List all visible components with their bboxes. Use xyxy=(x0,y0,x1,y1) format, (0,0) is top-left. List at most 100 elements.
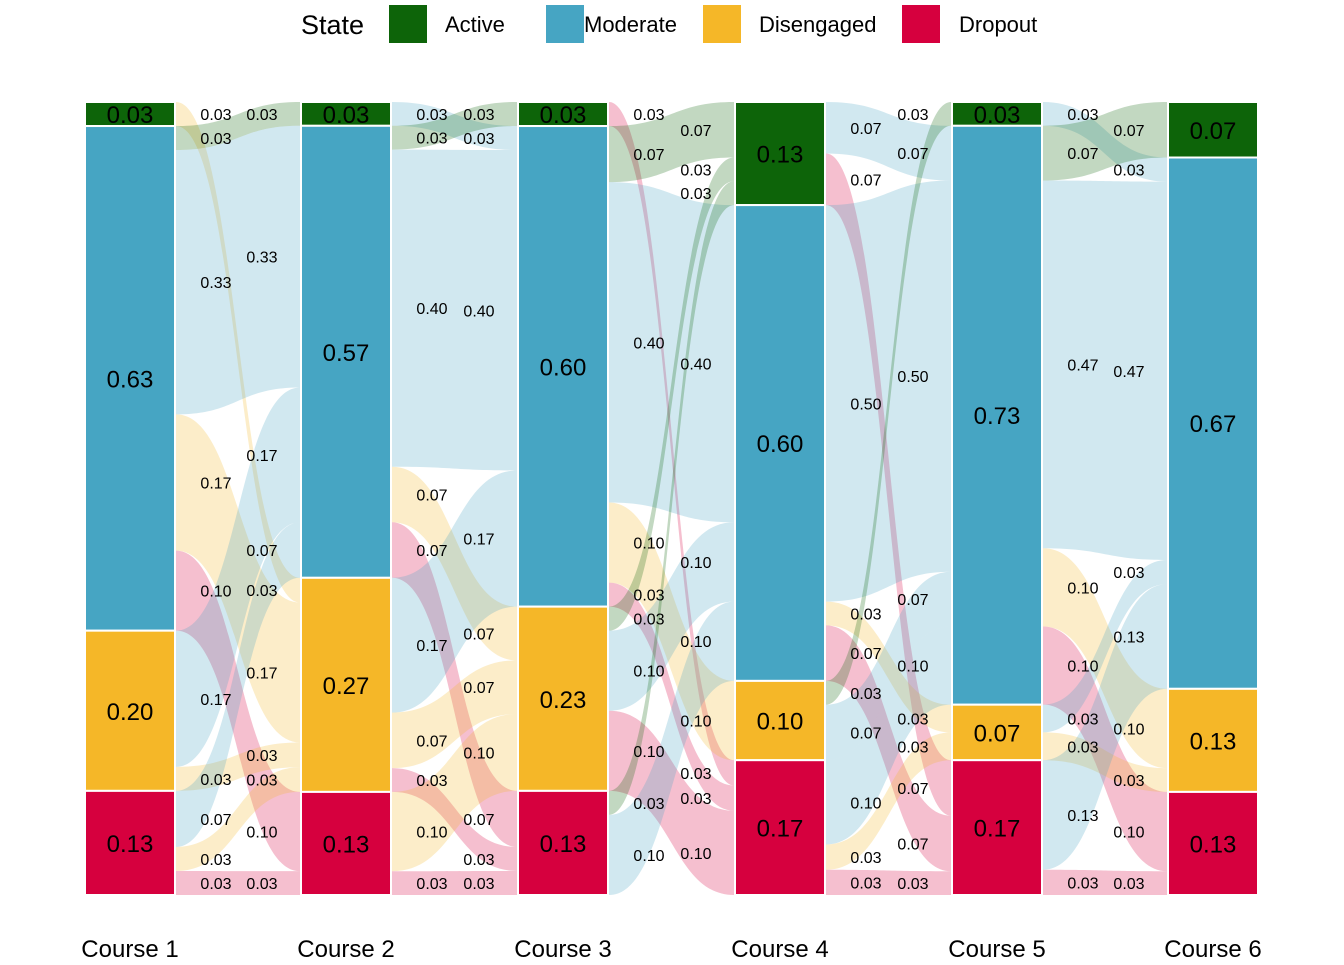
flow-disengaged-to-moderate xyxy=(1043,560,1167,733)
flow-label-target: 0.03 xyxy=(463,876,494,893)
flow-label-target: 0.07 xyxy=(246,543,277,560)
bar-segment-dropout xyxy=(517,789,609,897)
flow-label-source: 0.03 xyxy=(633,107,664,124)
flow-disengaged-to-moderate xyxy=(176,387,300,767)
flow-label-target: 0.03 xyxy=(680,162,711,179)
x-tick-label: Course 4 xyxy=(731,936,828,960)
flow-label-target: 0.03 xyxy=(897,712,928,729)
flow-label-source: 0.10 xyxy=(850,795,881,812)
bar-label-disengaged: 0.20 xyxy=(107,699,154,726)
flow-label-source: 0.03 xyxy=(850,850,881,867)
bar-label-disengaged: 0.23 xyxy=(540,687,587,714)
bar-label-moderate: 0.73 xyxy=(974,403,1021,430)
bar-label-moderate: 0.57 xyxy=(323,340,370,367)
flow-label-target: 0.10 xyxy=(246,825,277,842)
flow-moderate-to-moderate xyxy=(176,125,300,415)
legend-label-dropout: Dropout xyxy=(959,12,1037,37)
flow-label-target: 0.10 xyxy=(1113,721,1144,738)
flow-label-target: 0.03 xyxy=(246,583,277,600)
legend-swatch-active xyxy=(389,5,427,43)
flow-label-source: 0.50 xyxy=(850,396,881,413)
flow-disengaged-to-moderate xyxy=(609,522,734,711)
flow-label-target: 0.07 xyxy=(897,592,928,609)
flow-label-source: 0.03 xyxy=(416,131,447,148)
flow-label-source: 0.47 xyxy=(1067,357,1098,374)
legend-swatch-moderate xyxy=(546,5,584,43)
flow-label-source: 0.07 xyxy=(850,172,881,189)
flow-label-target: 0.17 xyxy=(463,532,494,549)
flow-label-target: 0.10 xyxy=(1113,825,1144,842)
flow-label-source: 0.07 xyxy=(416,488,447,505)
flow-label-target: 0.03 xyxy=(897,876,928,893)
flow-label-target: 0.07 xyxy=(463,627,494,644)
flow-dropout-to-moderate xyxy=(1043,584,1167,870)
bar-label-active: 0.03 xyxy=(540,102,587,129)
flow-moderate-to-active xyxy=(392,102,517,150)
flow-label-target: 0.03 xyxy=(246,107,277,124)
bar-segment-active xyxy=(517,101,609,128)
flow-label-target: 0.10 xyxy=(680,555,711,572)
bar-label-disengaged: 0.10 xyxy=(757,709,804,736)
bar-segment-dropout xyxy=(84,789,176,897)
flow-label-source: 0.10 xyxy=(633,744,664,761)
flow-label-target: 0.03 xyxy=(463,107,494,124)
flow-moderate-to-dropout xyxy=(176,550,300,872)
bar-segment-moderate xyxy=(84,125,176,632)
flow-label-target: 0.07 xyxy=(897,781,928,798)
flow-label-source: 0.13 xyxy=(1067,808,1098,825)
flow-moderate-to-dropout xyxy=(1043,626,1167,872)
flow-label-source: 0.03 xyxy=(1067,712,1098,729)
legend-label-active: Active xyxy=(445,12,505,37)
flow-dropout-to-disengaged xyxy=(176,767,300,871)
labels-layer: 0.03 0.03 0.03 0.03 0.33 0.33 0.17 0.17 0.10 0.10… xyxy=(200,107,1144,893)
flow-label-source: 0.10 xyxy=(633,664,664,681)
flow-label-target: 0.10 xyxy=(463,745,494,762)
flow-disengaged-to-disengaged xyxy=(392,660,517,769)
flow-label-target: 0.03 xyxy=(246,773,277,790)
flow-label-target: 0.07 xyxy=(463,812,494,829)
bar-label-disengaged: 0.13 xyxy=(1190,728,1237,755)
flow-dropout-to-disengaged xyxy=(392,714,517,872)
bar-label-dropout: 0.13 xyxy=(1190,831,1237,858)
flow-dropout-to-moderate xyxy=(609,601,734,895)
flow-label-source: 0.10 xyxy=(1067,580,1098,597)
flow-disengaged-to-dropout xyxy=(609,710,734,895)
bar-label-active: 0.13 xyxy=(757,142,804,169)
flow-label-source: 0.03 xyxy=(850,606,881,623)
legend: State Active Moderate Disengaged Dropout xyxy=(301,5,1037,43)
legend-swatch-disengaged xyxy=(703,5,741,43)
bar-label-moderate: 0.67 xyxy=(1190,411,1237,438)
flow-moderate-to-active xyxy=(1043,102,1167,181)
flow-label-source: 0.10 xyxy=(633,848,664,865)
bar-segment-dropout xyxy=(951,759,1043,896)
flow-dropout-to-dropout xyxy=(392,870,517,895)
bar-label-dropout: 0.13 xyxy=(323,831,370,858)
flow-label-source: 0.40 xyxy=(416,301,447,318)
flow-moderate-to-dropout xyxy=(609,582,734,811)
bar-segment-disengaged xyxy=(734,679,826,762)
flow-label-target: 0.40 xyxy=(680,357,711,374)
flow-label-target: 0.17 xyxy=(246,666,277,683)
flow-label-source: 0.10 xyxy=(200,584,231,601)
flow-label-target: 0.13 xyxy=(1113,629,1144,646)
flow-label-target: 0.03 xyxy=(463,131,494,148)
bar-segment-disengaged xyxy=(84,629,176,792)
flow-label-source: 0.07 xyxy=(633,147,664,164)
flow-moderate-to-disengaged xyxy=(176,414,300,743)
flow-dropout-to-moderate xyxy=(176,522,300,847)
bar-segment-moderate xyxy=(300,124,392,579)
flow-label-source: 0.03 xyxy=(200,852,231,869)
bars-layer: 0.03 0.63 0.20 0.13 0.03 0.57 0.27 0.13 0.03 0.60… xyxy=(84,101,1259,897)
flow-label-source: 0.03 xyxy=(416,107,447,124)
bar-label-active: 0.03 xyxy=(107,102,154,129)
flow-label-source: 0.03 xyxy=(416,876,447,893)
flow-disengaged-to-active xyxy=(826,102,951,705)
flow-label-source: 0.17 xyxy=(200,475,231,492)
bar-segment-moderate xyxy=(951,124,1043,706)
flow-label-source: 0.03 xyxy=(850,686,881,703)
flow-label-source: 0.17 xyxy=(416,638,447,655)
flow-label-target: 0.10 xyxy=(680,634,711,651)
flow-label-source: 0.03 xyxy=(200,131,231,148)
flow-label-target: 0.07 xyxy=(897,836,928,853)
legend-title: State xyxy=(301,10,364,40)
